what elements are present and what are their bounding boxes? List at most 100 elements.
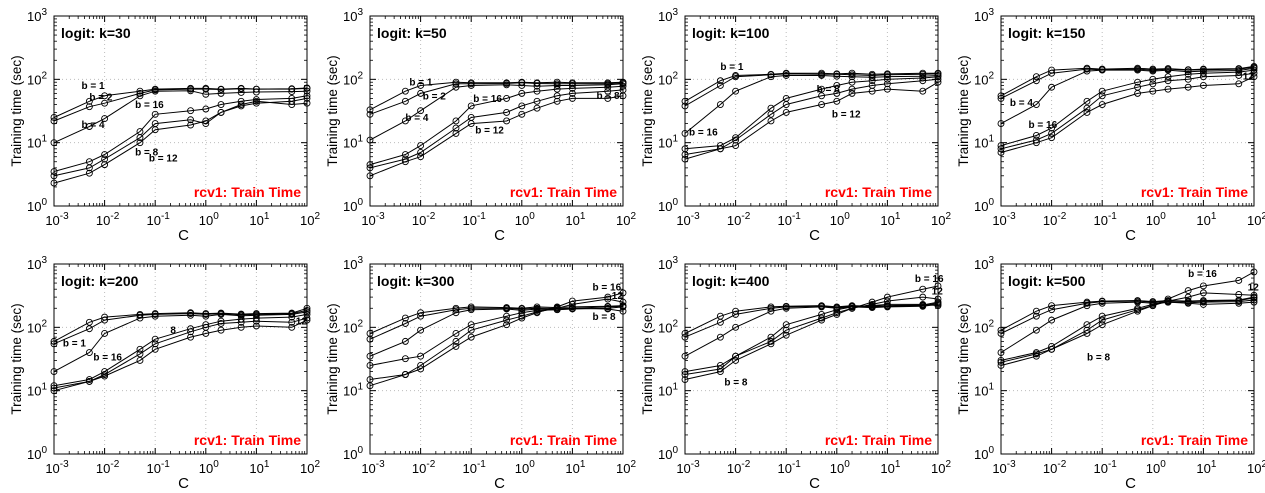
- data-point: [85, 97, 93, 105]
- data-point: [732, 136, 740, 144]
- x-axis-label: C: [494, 475, 505, 492]
- series-label: b = 16: [1029, 120, 1058, 131]
- data-point: [101, 92, 109, 100]
- data-point: [833, 97, 841, 105]
- series-label: 12: [612, 291, 624, 302]
- data-point: [217, 310, 225, 318]
- data-point: [919, 302, 927, 310]
- data-point: [1083, 97, 1091, 105]
- panel-title: logit: k=200: [61, 273, 139, 289]
- data-point: [716, 82, 724, 89]
- x-tick-label: 101: [1196, 459, 1216, 476]
- data-point: [568, 94, 576, 102]
- data-point: [1098, 321, 1106, 329]
- x-tick-label: 10-2: [727, 459, 751, 476]
- data-point: [1134, 66, 1142, 74]
- data-point: [1048, 134, 1056, 142]
- data-point: [101, 151, 109, 158]
- data-point: [417, 365, 425, 373]
- data-point: [604, 87, 612, 95]
- series-label: 12: [1243, 71, 1255, 82]
- data-point: [848, 304, 856, 312]
- series-label: 12: [932, 286, 944, 297]
- dataset-annotation: rcv1: Train Time: [194, 432, 301, 448]
- data-point: [1032, 352, 1040, 360]
- data-point: [288, 318, 296, 326]
- y-tick-label: 101: [974, 382, 994, 399]
- data-point: [1048, 306, 1056, 314]
- data-point: [187, 121, 195, 129]
- data-point: [101, 161, 109, 169]
- data-point: [452, 330, 460, 337]
- series-label: 12: [296, 317, 308, 328]
- data-point: [217, 320, 225, 327]
- data-point: [518, 110, 526, 118]
- data-point: [818, 85, 826, 93]
- x-tick-label: 101: [1196, 211, 1216, 228]
- data-point: [848, 71, 856, 79]
- series-label: b = 1: [63, 338, 87, 349]
- y-axis-label: Training time (sec): [9, 303, 24, 414]
- y-tick-label: 100: [974, 445, 994, 462]
- data-point: [1199, 282, 1207, 290]
- data-point: [467, 120, 475, 128]
- data-point: [1083, 65, 1091, 73]
- x-tick-label: 10-1: [778, 211, 802, 228]
- data-point: [237, 323, 245, 331]
- data-point: [716, 333, 724, 341]
- data-point: [401, 151, 409, 158]
- data-point: [868, 77, 876, 85]
- data-point: [401, 117, 409, 125]
- x-tick-label: 100: [1146, 459, 1166, 476]
- data-point: [833, 89, 841, 97]
- dataset-annotation: rcv1: Train Time: [510, 432, 617, 448]
- series-label: b = 8: [1087, 352, 1111, 363]
- dataset-annotation: rcv1: Train Time: [1141, 432, 1248, 448]
- data-point: [85, 103, 93, 111]
- y-tick-label: 101: [974, 134, 994, 151]
- data-point: [568, 84, 576, 92]
- y-tick-label: 101: [658, 382, 678, 399]
- series-label: b = 1: [720, 62, 744, 73]
- data-point: [1134, 78, 1142, 86]
- data-point: [553, 97, 561, 105]
- data-point: [187, 328, 195, 336]
- data-point: [217, 101, 225, 108]
- data-point: [883, 80, 891, 88]
- data-point: [518, 312, 526, 320]
- data-point: [868, 300, 876, 308]
- y-tick-label: 103: [27, 7, 47, 24]
- data-point: [1134, 89, 1142, 97]
- x-tick-label: 102: [300, 211, 320, 228]
- data-point: [467, 306, 475, 314]
- y-tick-label: 100: [974, 197, 994, 214]
- data-point: [202, 105, 210, 113]
- x-tick-label: 101: [565, 211, 585, 228]
- series-line-b-4: [1000, 299, 1255, 353]
- x-tick-label: 10-1: [463, 211, 487, 228]
- data-point: [503, 117, 511, 125]
- data-point: [553, 303, 561, 311]
- data-point: [732, 73, 740, 81]
- chart-panel-2: 10-3 10-2 10-1 100 101 102 100 101 102 103 C Traini…: [325, 7, 636, 244]
- data-point: [1184, 83, 1192, 91]
- x-axis-label: C: [1125, 227, 1136, 244]
- x-tick-label: 10-1: [778, 459, 802, 476]
- data-point: [1199, 298, 1207, 306]
- y-tick-label: 102: [27, 70, 47, 87]
- data-point: [732, 356, 740, 364]
- panel-title: logit: k=50: [377, 25, 447, 41]
- data-point: [252, 322, 260, 330]
- data-point: [237, 85, 245, 93]
- data-point: [452, 117, 460, 125]
- data-point: [767, 333, 775, 341]
- data-point: [85, 349, 93, 356]
- data-point: [818, 101, 826, 108]
- data-point: [503, 94, 511, 102]
- data-point: [85, 123, 93, 130]
- data-point: [503, 81, 511, 89]
- x-axis-label: C: [809, 227, 820, 244]
- y-tick-label: 101: [343, 382, 363, 399]
- data-point: [136, 356, 144, 364]
